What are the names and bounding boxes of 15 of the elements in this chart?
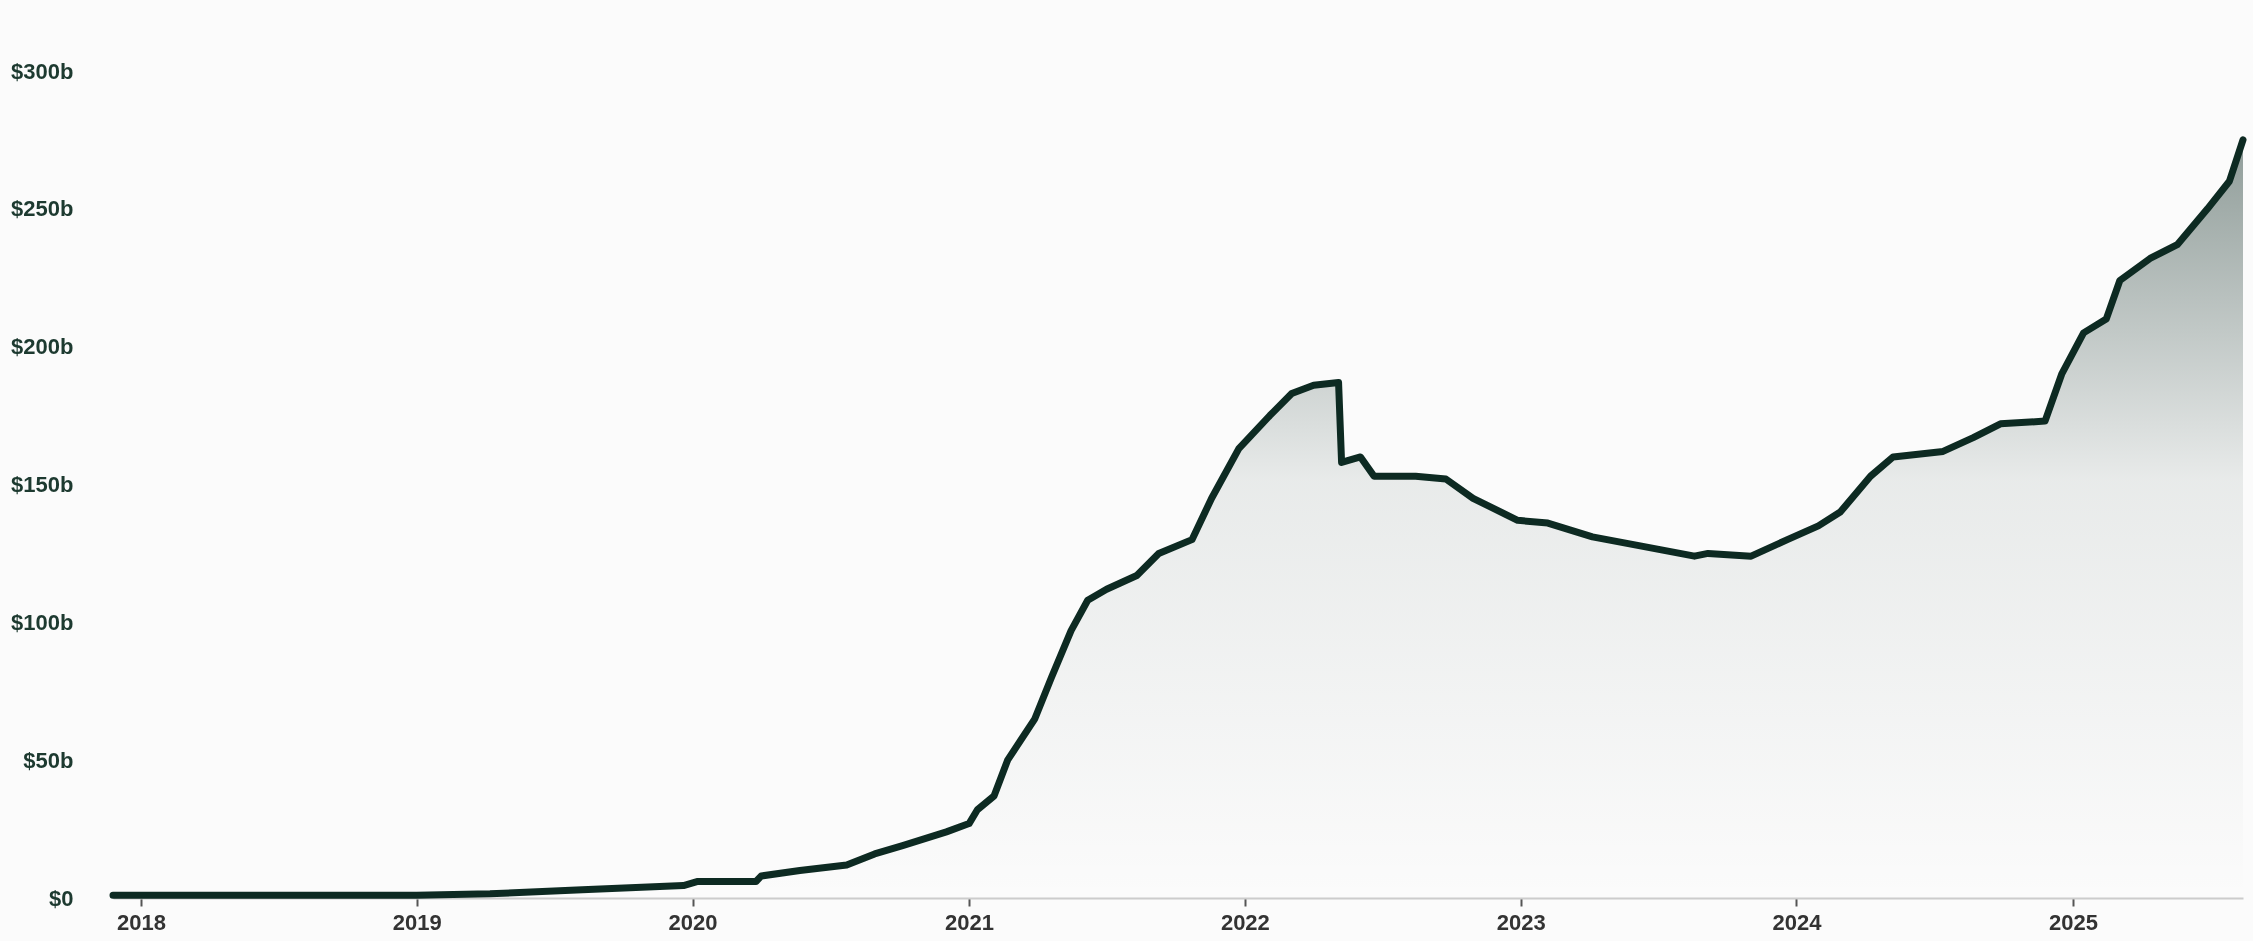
x-tick-label: 2021 [945,909,995,935]
y-tick-label: $150b [11,472,74,497]
x-tick-label: 2024 [1772,909,1823,935]
y-tick-label: $100b [11,609,74,635]
x-tick-label: 2018 [116,909,166,935]
y-tick-label: $50b [23,747,74,773]
x-tick-label: 2019 [392,909,442,935]
x-tick-label: 2020 [668,909,718,935]
x-tick-label: 2022 [1220,909,1270,935]
x-tick-label: 2023 [1496,909,1546,935]
y-tick-label: $300b [11,58,74,84]
x-tick-label: 2025 [2049,909,2098,935]
y-tick-label: $0 [49,885,74,911]
y-tick-label: $200b [11,334,74,360]
y-tick-label: $250b [11,196,74,222]
